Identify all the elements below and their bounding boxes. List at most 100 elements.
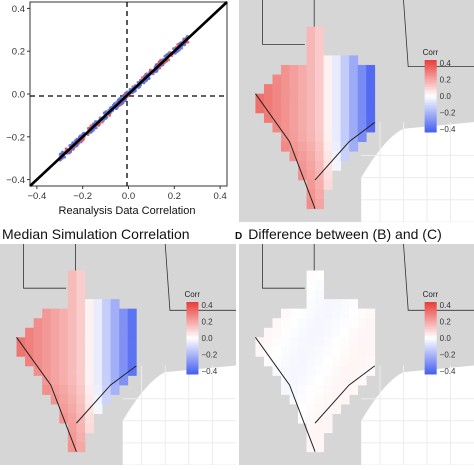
heatmap-cell (76, 318, 85, 328)
heatmap-cell (349, 55, 358, 65)
heatmap-cell (315, 299, 324, 309)
heatmap-cell (85, 337, 94, 347)
heatmap-cell (358, 356, 367, 366)
heatmap-cell (68, 414, 77, 424)
heatmap-cell (281, 75, 290, 85)
heatmap-cell (349, 75, 358, 85)
heatmap-cell (307, 290, 316, 300)
heatmap-cell (307, 75, 316, 85)
heatmap-cell (315, 366, 324, 376)
heatmap-cell (332, 337, 341, 347)
heatmap-cell (358, 132, 367, 142)
heatmap-cell (315, 94, 324, 104)
heatmap-cell (94, 366, 103, 376)
heatmap-cell (281, 347, 290, 357)
heatmap-cell (315, 27, 324, 37)
heatmap-cell (332, 356, 341, 366)
heatmap-cell (281, 113, 290, 123)
heatmap-cell (324, 94, 333, 104)
heatmap-cell (324, 414, 333, 424)
heatmap-cell (290, 113, 299, 123)
heatmap-cell (366, 65, 375, 75)
heatmap-cell (272, 328, 281, 338)
x-axis-label: Reanalysis Data Correlation (59, 205, 196, 217)
heatmap-cell (332, 404, 341, 414)
heatmap-cell (68, 404, 77, 414)
legend-tick-label: 0.2 (440, 318, 452, 327)
heatmap-cell (324, 366, 333, 376)
heatmap-cell (324, 84, 333, 94)
heatmap-cell (34, 318, 43, 328)
heatmap-cell (85, 318, 94, 328)
heatmap-cell (332, 299, 341, 309)
heatmap-cell (76, 271, 85, 281)
heatmap-cell (51, 375, 60, 385)
heatmap-cell (281, 328, 290, 338)
heatmap-cell (307, 142, 316, 152)
heatmap-cell (111, 318, 120, 328)
legend-title: Corr (423, 290, 439, 299)
legend-tick-label: −0.2 (440, 351, 456, 360)
heatmap-cell (272, 347, 281, 357)
heatmap-cell (76, 328, 85, 338)
heatmap-cell (102, 309, 111, 319)
heatmap-cell (315, 280, 324, 290)
heatmap-cell (102, 318, 111, 328)
heatmap-cell (272, 337, 281, 347)
heatmap-cell (366, 318, 375, 328)
heatmap-cell (315, 442, 324, 452)
heatmap-cell (341, 318, 350, 328)
heatmap-cell (272, 75, 281, 85)
heatmap-cell (349, 347, 358, 357)
heatmap-cell (85, 366, 94, 376)
heatmap-cell (111, 366, 120, 376)
panel-c-title: Median Simulation Correlation (2, 226, 190, 242)
heatmap-cell (25, 328, 34, 338)
y-tick-label: 0.0 (12, 90, 25, 101)
heatmap-cell (290, 122, 299, 132)
heatmap-cell (358, 375, 367, 385)
heatmap-cell (290, 318, 299, 328)
heatmap-cell (290, 75, 299, 85)
heatmap-cell (315, 132, 324, 142)
heatmap-cell (290, 337, 299, 347)
heatmap-cell (324, 65, 333, 75)
heatmap-cell (315, 151, 324, 161)
heatmap-cell (315, 309, 324, 319)
heatmap-cell (272, 84, 281, 94)
heatmap-cell (341, 103, 350, 113)
heatmap-cell (341, 84, 350, 94)
heatmap-cell (42, 309, 51, 319)
heatmap-cell (34, 347, 43, 357)
heatmap-cell (290, 142, 299, 152)
heatmap-cell (358, 75, 367, 85)
heatmap-cell (59, 404, 68, 414)
heatmap-cell (358, 318, 367, 328)
heatmap-cell (324, 395, 333, 405)
heatmap-cell (298, 65, 307, 75)
heatmap-cell (324, 103, 333, 113)
heatmap-cell (264, 356, 273, 366)
heatmap-cell (307, 309, 316, 319)
heatmap-cell (25, 337, 34, 347)
heatmap-cell (76, 433, 85, 443)
heatmap-cell (349, 103, 358, 113)
heatmap-cell (290, 103, 299, 113)
heatmap-cell (315, 290, 324, 300)
heatmap-cell (298, 366, 307, 376)
heatmap-cell (324, 318, 333, 328)
heatmap-cell (332, 328, 341, 338)
legend-tick-label: 0.2 (440, 76, 452, 85)
heatmap-cell (111, 309, 120, 319)
heatmap-cell (42, 318, 51, 328)
heatmap-cell (51, 328, 60, 338)
heatmap-cell (315, 180, 324, 190)
heatmap-cell (281, 94, 290, 104)
heatmap-cell (111, 328, 120, 338)
heatmap-cell (281, 309, 290, 319)
heatmap-cell (324, 75, 333, 85)
heatmap-cell (349, 142, 358, 152)
heatmap-cell (298, 142, 307, 152)
y-tick-label: −0.2 (6, 132, 25, 143)
heatmap-cell (111, 385, 120, 395)
